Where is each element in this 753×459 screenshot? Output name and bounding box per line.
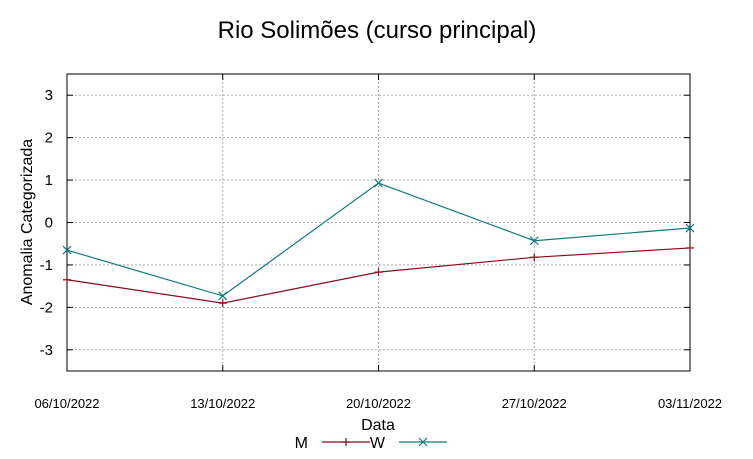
data-point	[218, 291, 228, 301]
y-tick-labels: 3 2 1 0 -1 -2 -3	[40, 87, 53, 359]
data-point	[218, 299, 227, 308]
legend-label-m: M	[295, 435, 308, 452]
y-tick-label: -3	[40, 342, 53, 359]
data-point	[686, 243, 694, 252]
grid-lines	[67, 74, 690, 371]
y-tick-label: 0	[45, 215, 53, 232]
axis-ticks	[66, 74, 691, 371]
x-tick-label: 03/11/2022	[658, 396, 722, 411]
data-point	[685, 223, 695, 233]
x-tick-labels: 06/10/2022 13/10/2022 20/10/2022 27/10/2022…	[34, 396, 722, 411]
data-point	[529, 236, 539, 246]
y-tick-label: 2	[45, 130, 53, 147]
chart-title: Rio Solimões (curso principal)	[218, 17, 537, 44]
x-axis-label: Data	[361, 417, 395, 434]
x-tick-label: 06/10/2022	[34, 396, 99, 411]
data-point	[530, 253, 539, 262]
y-tick-label: 1	[45, 172, 53, 189]
data-point	[418, 437, 428, 447]
y-tick-label: -1	[40, 257, 53, 274]
y-tick-label: 3	[45, 87, 53, 104]
x-tick-label: 20/10/2022	[346, 396, 411, 411]
series-lines	[62, 178, 695, 308]
data-point	[342, 438, 350, 446]
y-tick-label: -2	[40, 299, 53, 316]
legend-label-w: W	[370, 435, 386, 452]
data-point	[62, 245, 72, 255]
x-tick-label: 27/10/2022	[502, 396, 567, 411]
y-axis-label: Anomalia Categorizada	[19, 139, 36, 305]
data-point	[374, 268, 383, 277]
data-point	[374, 178, 383, 188]
x-tick-label: 13/10/2022	[190, 396, 255, 411]
data-point	[63, 275, 71, 284]
